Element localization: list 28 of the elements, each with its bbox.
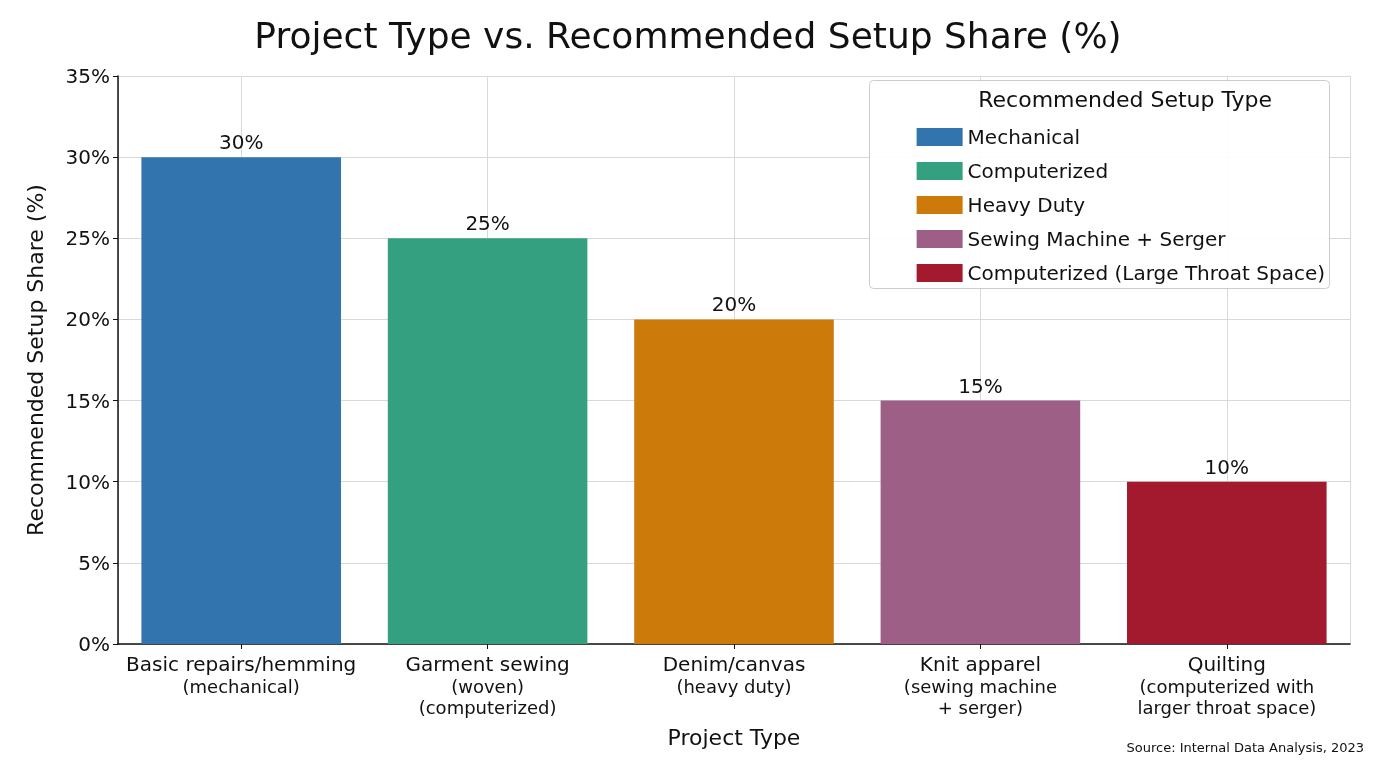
legend-label: Heavy Duty (967, 193, 1086, 217)
data-label: 10% (1204, 454, 1250, 479)
y-axis-title: Recommended Setup Share (%) (22, 184, 48, 536)
legend-label: Sewing Machine + Serger (967, 227, 1227, 251)
data-label: 25% (465, 211, 510, 236)
y-tick-label: 0% (78, 632, 110, 656)
y-tick-label: 30% (65, 145, 110, 170)
x-tick-label: Garment sewing (woven) (computerized) (405, 652, 570, 718)
y-tick-label: 20% (65, 307, 110, 332)
legend-label: Mechanical (967, 125, 1081, 149)
source-note: Source: Internal Data Analysis, 2023 (1126, 740, 1365, 755)
legend-label: Computerized (Large Throat Space) (967, 261, 1326, 285)
y-tick-label: 10% (65, 469, 110, 494)
x-axis-title: Project Type (667, 724, 801, 750)
x-tick-label: Denim/canvas (heavy duty) (662, 652, 806, 697)
data-label: 20% (711, 292, 757, 317)
y-tick-label: 25% (65, 226, 110, 251)
x-tick-label: Knit apparel (sewing machine + serger) (903, 652, 1057, 718)
chart-title: Project Type vs. Recommended Setup Share (%) (254, 14, 1122, 56)
y-tick-label: 15% (65, 388, 110, 413)
x-tick-label: Basic repairs/hemming (mechanical) (126, 652, 357, 697)
y-tick-label: 5% (78, 550, 110, 575)
y-tick-label: 35% (65, 64, 110, 88)
legend-label: Computerized (967, 159, 1109, 183)
legend-title: Recommended Setup Type (978, 86, 1272, 112)
data-label: 30% (218, 130, 264, 155)
x-tick-label: Quilting (computerized with larger throat space) (1137, 652, 1317, 718)
data-label: 15% (958, 373, 1003, 398)
